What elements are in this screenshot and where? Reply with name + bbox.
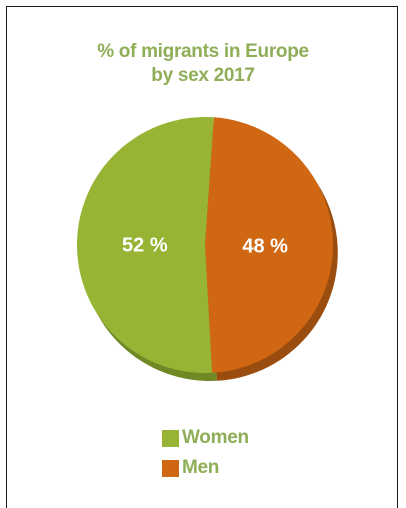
legend-swatch-women xyxy=(162,429,179,447)
legend-swatch-men xyxy=(162,459,179,477)
legend-label-men: Men xyxy=(182,457,220,478)
legend-item-women: Women xyxy=(162,428,249,448)
data-label-women: 52 % xyxy=(122,235,168,257)
chart-frame xyxy=(6,6,398,508)
chart-title-line-2: by sex 2017 xyxy=(151,65,255,86)
legend-item-men: Men xyxy=(162,458,219,478)
pie-slice-women xyxy=(77,117,214,373)
chart-title-line-1: % of migrants in Europe xyxy=(97,41,309,62)
pie-slice-men xyxy=(205,117,334,373)
data-label-men: 48 % xyxy=(242,235,288,257)
legend-label-women: Women xyxy=(182,427,249,448)
